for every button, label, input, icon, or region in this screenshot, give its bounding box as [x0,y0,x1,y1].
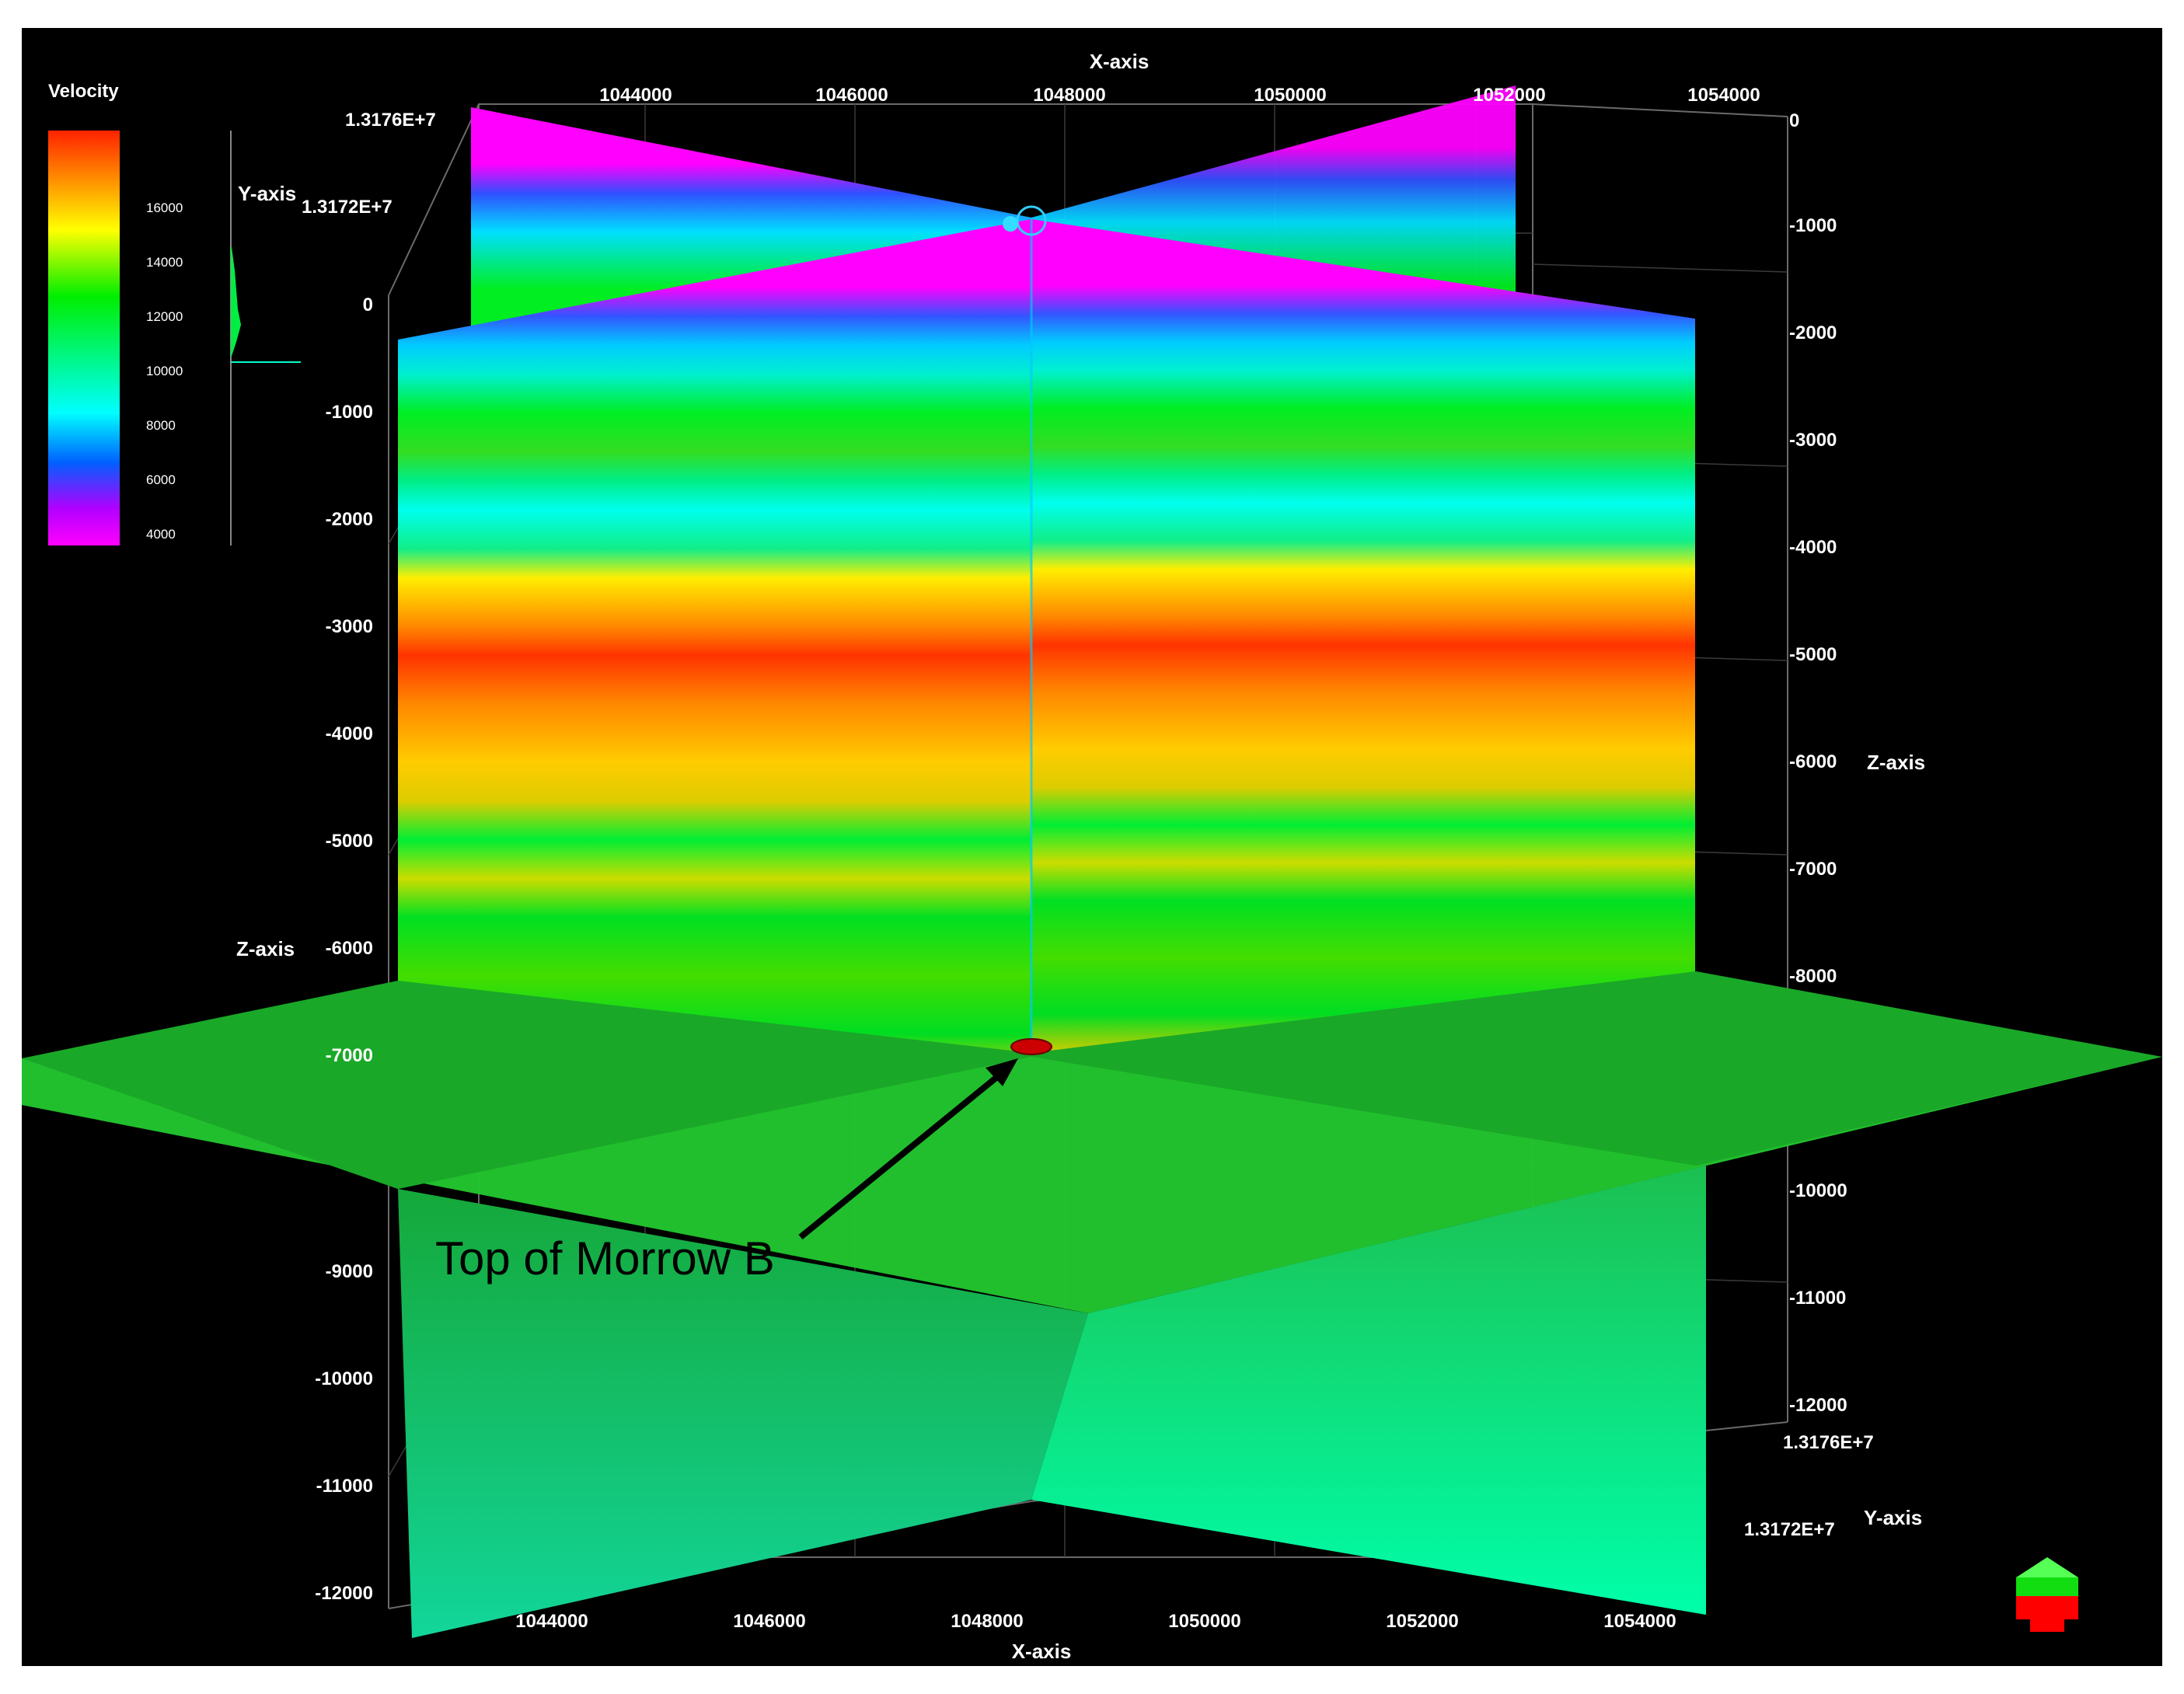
z-axis-tick-label: -6000 [326,938,373,959]
annotation-arrow [798,1063,1013,1240]
colorbar-tick-label: 6000 [146,472,176,487]
x-axis-tick-label: 1050000 [1168,1611,1240,1632]
z-axis-tick-label: -2000 [326,509,373,530]
colorbar-tick-label: 16000 [146,200,183,215]
z-axis-tick-label: -10000 [1789,1180,1847,1201]
x-axis-tick-label: 1046000 [815,85,888,106]
morrow-b-marker [1010,1038,1052,1055]
z-axis-tick-label: -1000 [1789,215,1837,236]
inline-panel-left [398,219,1031,1189]
y-axis-tick-label: 1.3176E+7 [1783,1432,1874,1453]
y-axis-tick-label: 1.3172E+7 [1744,1519,1835,1540]
colorbar-tick-label: 4000 [146,527,176,542]
x-axis-tick-label: 1054000 [1687,85,1760,106]
horizon-surface-far [22,971,2162,1189]
z-axis-title-left: Z-axis [236,937,295,960]
x-axis-tick-label: 1046000 [733,1611,805,1632]
z-axis-tick-label: -4000 [326,723,373,744]
z-axis-tick-label: -3000 [326,616,373,637]
x-axis-tick-label: 1048000 [951,1611,1023,1632]
z-axis-tick-label: -12000 [1789,1395,1847,1416]
x-axis-title-top: X-axis [1090,50,1150,73]
inline-panel-right [1031,219,1695,1166]
orientation-cube-icon[interactable] [2016,1557,2078,1632]
z-axis-tick-label: 0 [1789,110,1799,131]
velocity-histogram [230,131,301,545]
z-axis-title-right: Z-axis [1867,751,1925,774]
colorbar-tick-label: 8000 [146,418,176,433]
3d-viewport[interactable]: Velocity 16000 14000 12000 10000 8000 60… [22,28,2162,1666]
colorbar-tick-label: 14000 [146,255,183,270]
z-axis-tick-label: 0 [363,295,373,315]
z-axis-tick-label: -7000 [1789,859,1837,880]
y-axis-tick-label: 1.3176E+7 [345,110,436,131]
z-axis-tick-label: -10000 [315,1368,373,1389]
colorbar-tick-label: 10000 [146,364,183,378]
z-axis-tick-label: -2000 [1789,322,1837,343]
x-axis-tick-label: 1052000 [1386,1611,1458,1632]
z-axis-tick-label: -1000 [326,402,373,423]
z-axis-tick-label: -6000 [1789,751,1837,772]
x-axis-tick-label: 1050000 [1254,85,1326,106]
velocity-colorbar [48,131,120,545]
x-axis-title-bottom: X-axis [1012,1640,1072,1663]
x-axis-tick-label: 1044000 [599,85,672,106]
colorbar-title: Velocity [48,81,119,102]
x-axis-tick-label: 1052000 [1473,85,1545,106]
z-axis-tick-label: -4000 [1789,537,1837,558]
x-axis-tick-label: 1054000 [1603,1611,1676,1632]
colorbar-tick-label: 12000 [146,309,183,324]
annotation-label: Top of Morrow B [435,1232,775,1284]
z-axis-tick-label: -7000 [326,1045,373,1066]
z-axis-tick-label: -5000 [1789,644,1837,665]
z-axis-tick-label: -11000 [316,1476,373,1497]
y-axis-tick-label: 1.3172E+7 [302,197,392,218]
seismic-3d-scene[interactable]: X-axis X-axis 1044000 1046000 1048000 1050000… [22,28,2162,1666]
z-axis-tick-label: -8000 [1789,966,1837,987]
x-axis-tick-label: 1048000 [1033,85,1105,106]
z-axis-tick-label: -9000 [326,1261,373,1282]
deep-panel-left [398,1189,1088,1638]
y-axis-title-right: Y-axis [1864,1506,1922,1529]
z-axis-tick-label: -12000 [315,1583,373,1604]
z-axis-tick-label: -3000 [1789,430,1837,451]
y-axis-title-left: Y-axis [238,182,296,205]
deep-panel-right [1031,1166,1706,1615]
z-axis-tick-label: -11000 [1789,1288,1846,1309]
z-axis-tick-label: -5000 [326,831,373,852]
x-axis-tick-label: 1044000 [515,1611,588,1632]
